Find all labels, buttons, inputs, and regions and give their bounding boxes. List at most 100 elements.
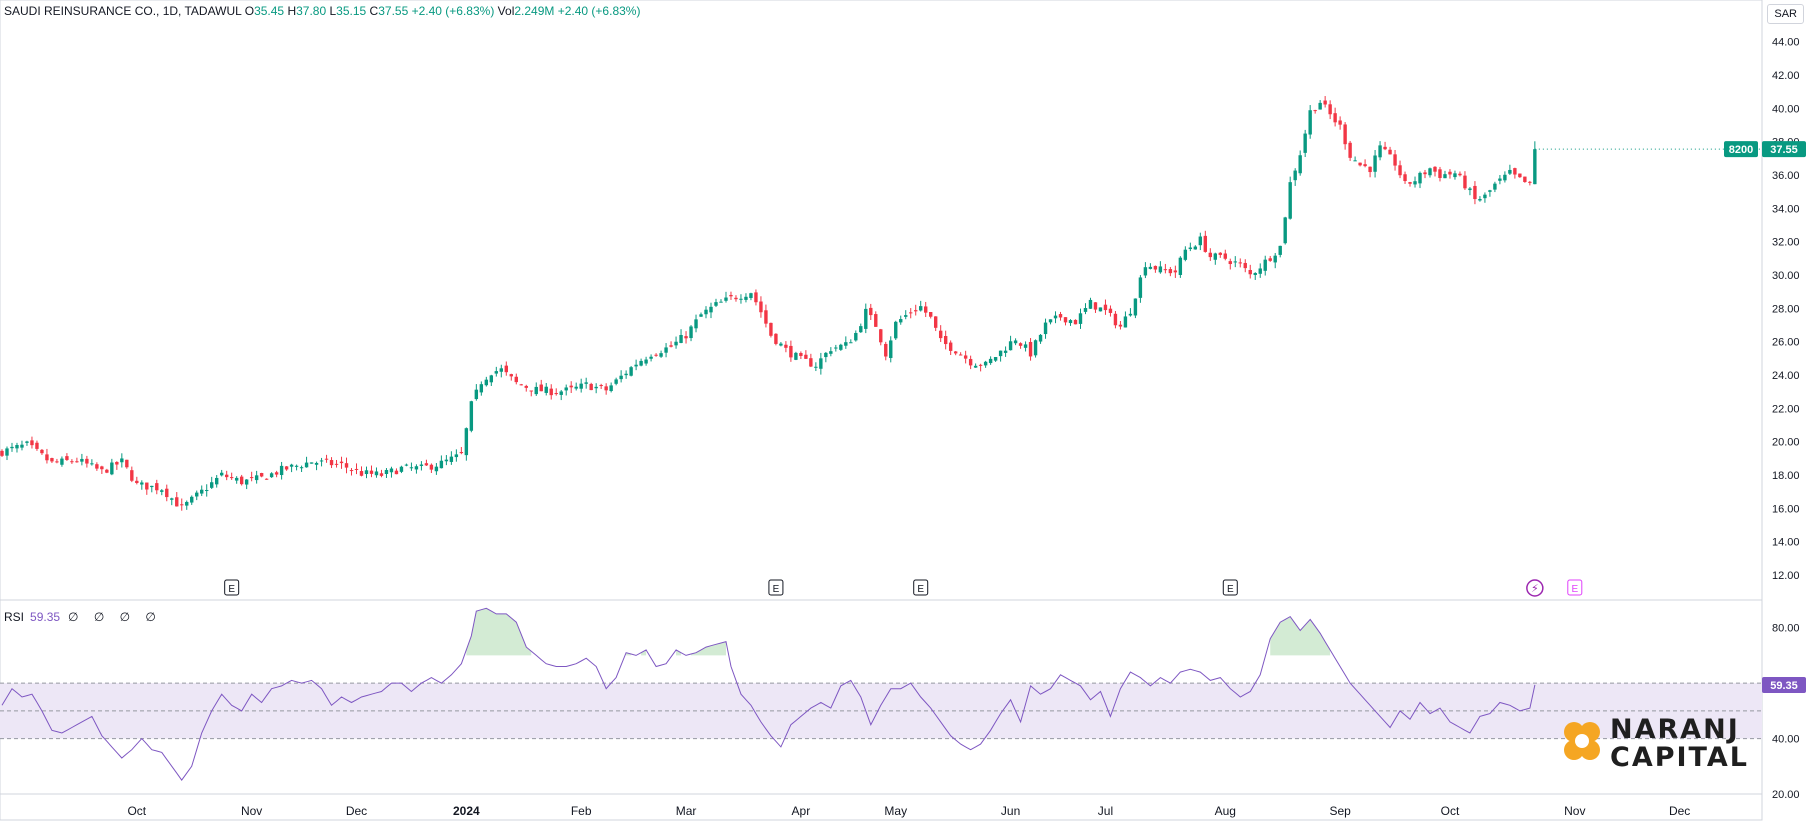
candle-body (1168, 269, 1173, 274)
candle-body (294, 465, 299, 467)
candle-body (1313, 110, 1317, 112)
earnings-marker-label: E (1227, 584, 1234, 595)
candle-body (714, 302, 718, 306)
price-tick-label: 12.00 (1772, 570, 1800, 582)
candle-body (125, 459, 129, 468)
high-value: 37.80 (296, 4, 327, 18)
candle-body (943, 336, 948, 345)
candle-body (539, 384, 543, 392)
candle-body (1183, 249, 1188, 260)
price-tick-label: 44.00 (1772, 37, 1800, 49)
time-axis-label: Mar (676, 804, 697, 818)
candle-body (1288, 182, 1292, 219)
candle-body (214, 477, 219, 485)
candle-body (1373, 155, 1377, 172)
candle-body (429, 464, 434, 470)
brand-line2: CAPITAL (1610, 742, 1749, 773)
rsi-tick-label: 80.00 (1772, 623, 1800, 635)
candle-body (1173, 270, 1178, 273)
candle-body (339, 461, 344, 464)
candle-body (854, 332, 858, 341)
candle-body (259, 473, 264, 477)
candle-body (993, 357, 998, 361)
candle-body (564, 387, 568, 391)
dividend-marker-icon (1526, 579, 1544, 597)
earnings-marker-label: E (917, 584, 924, 595)
candle-body (424, 463, 429, 466)
candle-body (229, 477, 234, 479)
candle-body (40, 449, 44, 454)
rsi-line (1, 607, 1536, 781)
candle-body (0, 450, 4, 456)
time-axis-label: Feb (571, 804, 592, 818)
candle-body (509, 374, 513, 377)
candle-body (494, 371, 499, 374)
candle-body (1408, 182, 1412, 184)
candle-body (279, 465, 284, 476)
candle-body (1188, 247, 1193, 250)
candle-body (205, 490, 209, 492)
currency-button[interactable]: SAR (1767, 4, 1804, 24)
candle-body (1428, 168, 1432, 176)
candle-body (1458, 173, 1462, 176)
candle-body (1398, 165, 1402, 176)
candle-body (924, 306, 928, 313)
candle-body (195, 492, 199, 497)
price-tick-label: 24.00 (1772, 370, 1800, 382)
candle-body (1368, 166, 1372, 173)
candle-body (1088, 299, 1093, 309)
candle-body (1413, 181, 1417, 185)
candle-body (554, 393, 558, 395)
candle-body (644, 359, 648, 364)
rsi-overbought-fill (691, 641, 726, 656)
candle-body (1498, 178, 1502, 181)
candle-body (809, 358, 813, 367)
candle-body (274, 472, 279, 475)
time-axis-label: Aug (1215, 804, 1236, 818)
candle-body (419, 464, 424, 466)
candle-body (559, 391, 563, 395)
candle-body (299, 467, 304, 469)
candle-body (1488, 190, 1492, 192)
candle-body (749, 293, 753, 299)
candle-body (574, 386, 578, 389)
price-tick-label: 14.00 (1772, 537, 1800, 549)
candle-body (754, 292, 758, 303)
candle-body (1503, 174, 1507, 181)
candle-body (464, 428, 469, 456)
rsi-tick-label: 40.00 (1772, 734, 1800, 746)
candle-body (958, 354, 963, 356)
candle-body (679, 334, 683, 343)
candle-body (919, 306, 923, 311)
candle-body (135, 480, 139, 483)
candle-body (1058, 314, 1063, 318)
candle-body (824, 352, 828, 358)
candle-body (938, 330, 943, 339)
candle-body (45, 454, 49, 461)
change-value: +2.40 (+6.83%) (411, 4, 495, 18)
close-value: 37.55 (378, 4, 409, 18)
candle-body (85, 458, 89, 464)
candle-body (1333, 113, 1337, 123)
candle-body (599, 385, 603, 387)
candle-body (25, 441, 29, 443)
time-axis-label: Sep (1329, 804, 1351, 818)
candle-body (200, 489, 204, 494)
candle-body (874, 314, 878, 327)
candle-body (100, 466, 104, 470)
candle-body (654, 354, 658, 356)
candle-body (1523, 176, 1527, 183)
low-label: L (329, 4, 337, 18)
candle-body (434, 466, 439, 472)
candle-body (1453, 173, 1457, 178)
candle-body (774, 333, 778, 344)
candle-body (1178, 257, 1183, 275)
candle-body (1438, 169, 1442, 178)
candle-body (389, 468, 394, 473)
candle-body (804, 354, 808, 359)
high-label: H (287, 4, 297, 18)
candle-body (1023, 344, 1028, 348)
candle-body (624, 373, 628, 376)
candle-body (1303, 133, 1307, 153)
